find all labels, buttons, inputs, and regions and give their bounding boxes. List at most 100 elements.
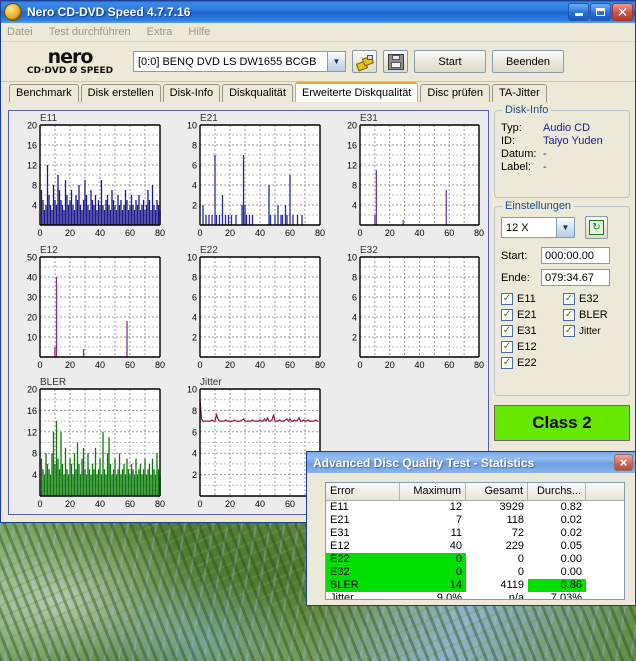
statistics-close-button[interactable]: ×	[614, 454, 633, 471]
save-button[interactable]	[383, 50, 408, 73]
statistics-table: Error Maximum Gesamt Durchs... E11 12 3929…	[325, 482, 625, 600]
main-window: Nero CD-DVD Speed 4.7.7.16 ✕ Datei Test …	[0, 0, 636, 523]
checkbox-bler[interactable]: ✓ BLER	[563, 309, 625, 321]
checkbox-e22[interactable]: ✓ E22	[501, 357, 563, 369]
svg-text:20: 20	[225, 228, 235, 238]
column-header-maximum[interactable]: Maximum	[400, 483, 466, 500]
cell-durchschnitt: 0.02	[560, 527, 582, 539]
drive-select[interactable]: [0:0] BENQ DVD LS DW1655 BCGB ▼	[133, 51, 346, 72]
chevron-down-icon[interactable]: ▼	[556, 218, 574, 237]
svg-text:6: 6	[352, 293, 357, 303]
svg-text:20: 20	[65, 228, 75, 238]
chart-panel: E11 4 8 12 16 20 0 20 40 60 80 E21 2 4 6 8 10 0 20 40 60 8…	[8, 110, 489, 515]
svg-text:8: 8	[192, 273, 197, 283]
start-input[interactable]: 000:00.00	[541, 247, 610, 264]
table-header-row: Error Maximum Gesamt Durchs...	[326, 483, 624, 501]
column-header-error[interactable]: Error	[326, 483, 400, 500]
table-row[interactable]: E32 0 0 0.00	[326, 566, 624, 579]
table-row[interactable]: Jitter 9.0% n/a 7.03%	[326, 592, 624, 600]
refresh-button[interactable]: ↻	[585, 216, 608, 239]
table-row[interactable]: E31 11 72 0.02	[326, 527, 624, 540]
checkbox-e12[interactable]: ✓ E12	[501, 341, 563, 353]
end-input[interactable]: 079:34.67	[541, 269, 610, 286]
chart-title-e32: E32	[360, 245, 378, 256]
svg-text:80: 80	[155, 360, 165, 370]
menu-item-datei[interactable]: Datei	[7, 26, 33, 38]
svg-text:0: 0	[197, 228, 202, 238]
chevron-down-icon[interactable]: ▼	[327, 52, 345, 71]
table-row[interactable]: E21 7 118 0.02	[326, 514, 624, 527]
svg-text:12: 12	[27, 161, 37, 171]
checkbox-label-jitter: Jitter	[579, 325, 601, 337]
checkbox-label-bler: BLER	[579, 309, 608, 321]
cell-maximum: 9.0%	[436, 592, 462, 600]
chart-title-jitter: Jitter	[200, 377, 222, 388]
minimize-button[interactable]	[568, 3, 589, 21]
tab-benchmark[interactable]: Benchmark	[9, 84, 79, 102]
menu-item-test-durchfuehren[interactable]: Test durchführen	[48, 26, 131, 38]
check-icon: ✓	[501, 325, 513, 337]
svg-text:16: 16	[27, 406, 37, 416]
quit-button[interactable]: Beenden	[492, 50, 564, 73]
menu-item-extra[interactable]: Extra	[146, 26, 173, 38]
tab-disk-erstellen[interactable]: Disk erstellen	[80, 84, 161, 102]
checkbox-e31[interactable]: ✓ E31	[501, 325, 563, 337]
cell-gesamt: 72	[511, 527, 524, 539]
checkbox-e11[interactable]: ✓ E11	[501, 293, 563, 305]
table-row[interactable]: BLER 14 4119 0.86	[326, 579, 624, 592]
checkbox-e21[interactable]: ✓ E21	[501, 309, 563, 321]
nero-logo: nero CD·DVD Ø SPEED	[15, 45, 125, 79]
column-header-spacer	[586, 483, 624, 500]
svg-text:60: 60	[444, 228, 454, 238]
chart-jitter: Jitter 2 4 6 8 10 0 20 40 60	[169, 375, 329, 514]
svg-text:30: 30	[27, 293, 37, 303]
check-icon: ✓	[563, 309, 575, 321]
svg-text:20: 20	[347, 121, 357, 131]
cell-maximum: 11	[450, 527, 462, 539]
nero-logo-line2: CD·DVD Ø SPEED	[26, 65, 114, 76]
svg-text:2: 2	[192, 470, 197, 480]
svg-text:60: 60	[125, 360, 135, 370]
cell-maximum: 0	[400, 566, 466, 579]
column-header-gesamt[interactable]: Gesamt	[466, 483, 528, 500]
plug-button[interactable]	[352, 50, 377, 73]
error-checkbox-grid: ✓ E11 ✓ E21 ✓ E31 ✓ E12 ✓ E22 ✓ E32 ✓ BLER ✓ Jit…	[501, 293, 625, 373]
speed-select[interactable]: 12 X ▼	[501, 217, 575, 238]
disk-info-key-typ: Typ:	[501, 122, 522, 134]
menu-item-hilfe[interactable]: Hilfe	[188, 26, 211, 38]
tab-disc-pruefen[interactable]: Disc prüfen	[420, 84, 491, 102]
nero-logo-line1: nero	[47, 45, 94, 68]
disk-info-row-label: Label: -	[495, 160, 629, 173]
start-button[interactable]: Start	[414, 50, 486, 73]
table-row[interactable]: E11 12 3929 0.82	[326, 501, 624, 514]
window-title: Nero CD-DVD Speed 4.7.7.16	[27, 5, 191, 19]
svg-text:4: 4	[352, 201, 357, 211]
close-button[interactable]: ✕	[612, 3, 633, 21]
settings-group: Einstellungen 12 X ▼ ↻ Start: 000:00.00 …	[494, 200, 630, 396]
plug-icon	[355, 54, 375, 71]
cell-gesamt: 0	[517, 553, 524, 565]
cell-maximum: 12	[449, 501, 462, 513]
table-row[interactable]: E12 40 229 0.05	[326, 540, 624, 553]
checkbox-e32[interactable]: ✓ E32	[563, 293, 625, 305]
cell-error: E12	[330, 540, 350, 552]
svg-text:8: 8	[192, 406, 197, 416]
chart-canvas-e12: 10 20 30 40 50 0 20 40 60 80	[9, 243, 169, 375]
disk-info-group: Disk-Info Typ: Audio CD ID: Taiyo Yuden …	[494, 104, 630, 198]
column-header-durchschnitt[interactable]: Durchs...	[528, 483, 586, 500]
tab-diskqualitaet[interactable]: Diskqualität	[222, 84, 293, 102]
svg-text:8: 8	[32, 449, 37, 459]
maximize-button[interactable]	[590, 3, 611, 21]
checkbox-label-e21: E21	[517, 309, 537, 321]
tab-disk-info[interactable]: Disk-Info	[162, 84, 221, 102]
svg-text:40: 40	[414, 228, 424, 238]
svg-text:6: 6	[192, 427, 197, 437]
table-row[interactable]: E22 0 0 0.00	[326, 553, 624, 566]
svg-text:40: 40	[255, 499, 265, 509]
tab-ta-jitter[interactable]: TA-Jitter	[492, 84, 547, 102]
cell-durchschnitt: 7.03%	[550, 592, 582, 600]
svg-text:80: 80	[315, 360, 325, 370]
tab-erweiterte-diskqualitaet[interactable]: Erweiterte Diskqualität	[294, 82, 419, 102]
checkbox-jitter[interactable]: ✓ Jitter	[563, 325, 625, 337]
chart-canvas-e11: 4 8 12 16 20 0 20 40 60 80	[9, 111, 169, 243]
